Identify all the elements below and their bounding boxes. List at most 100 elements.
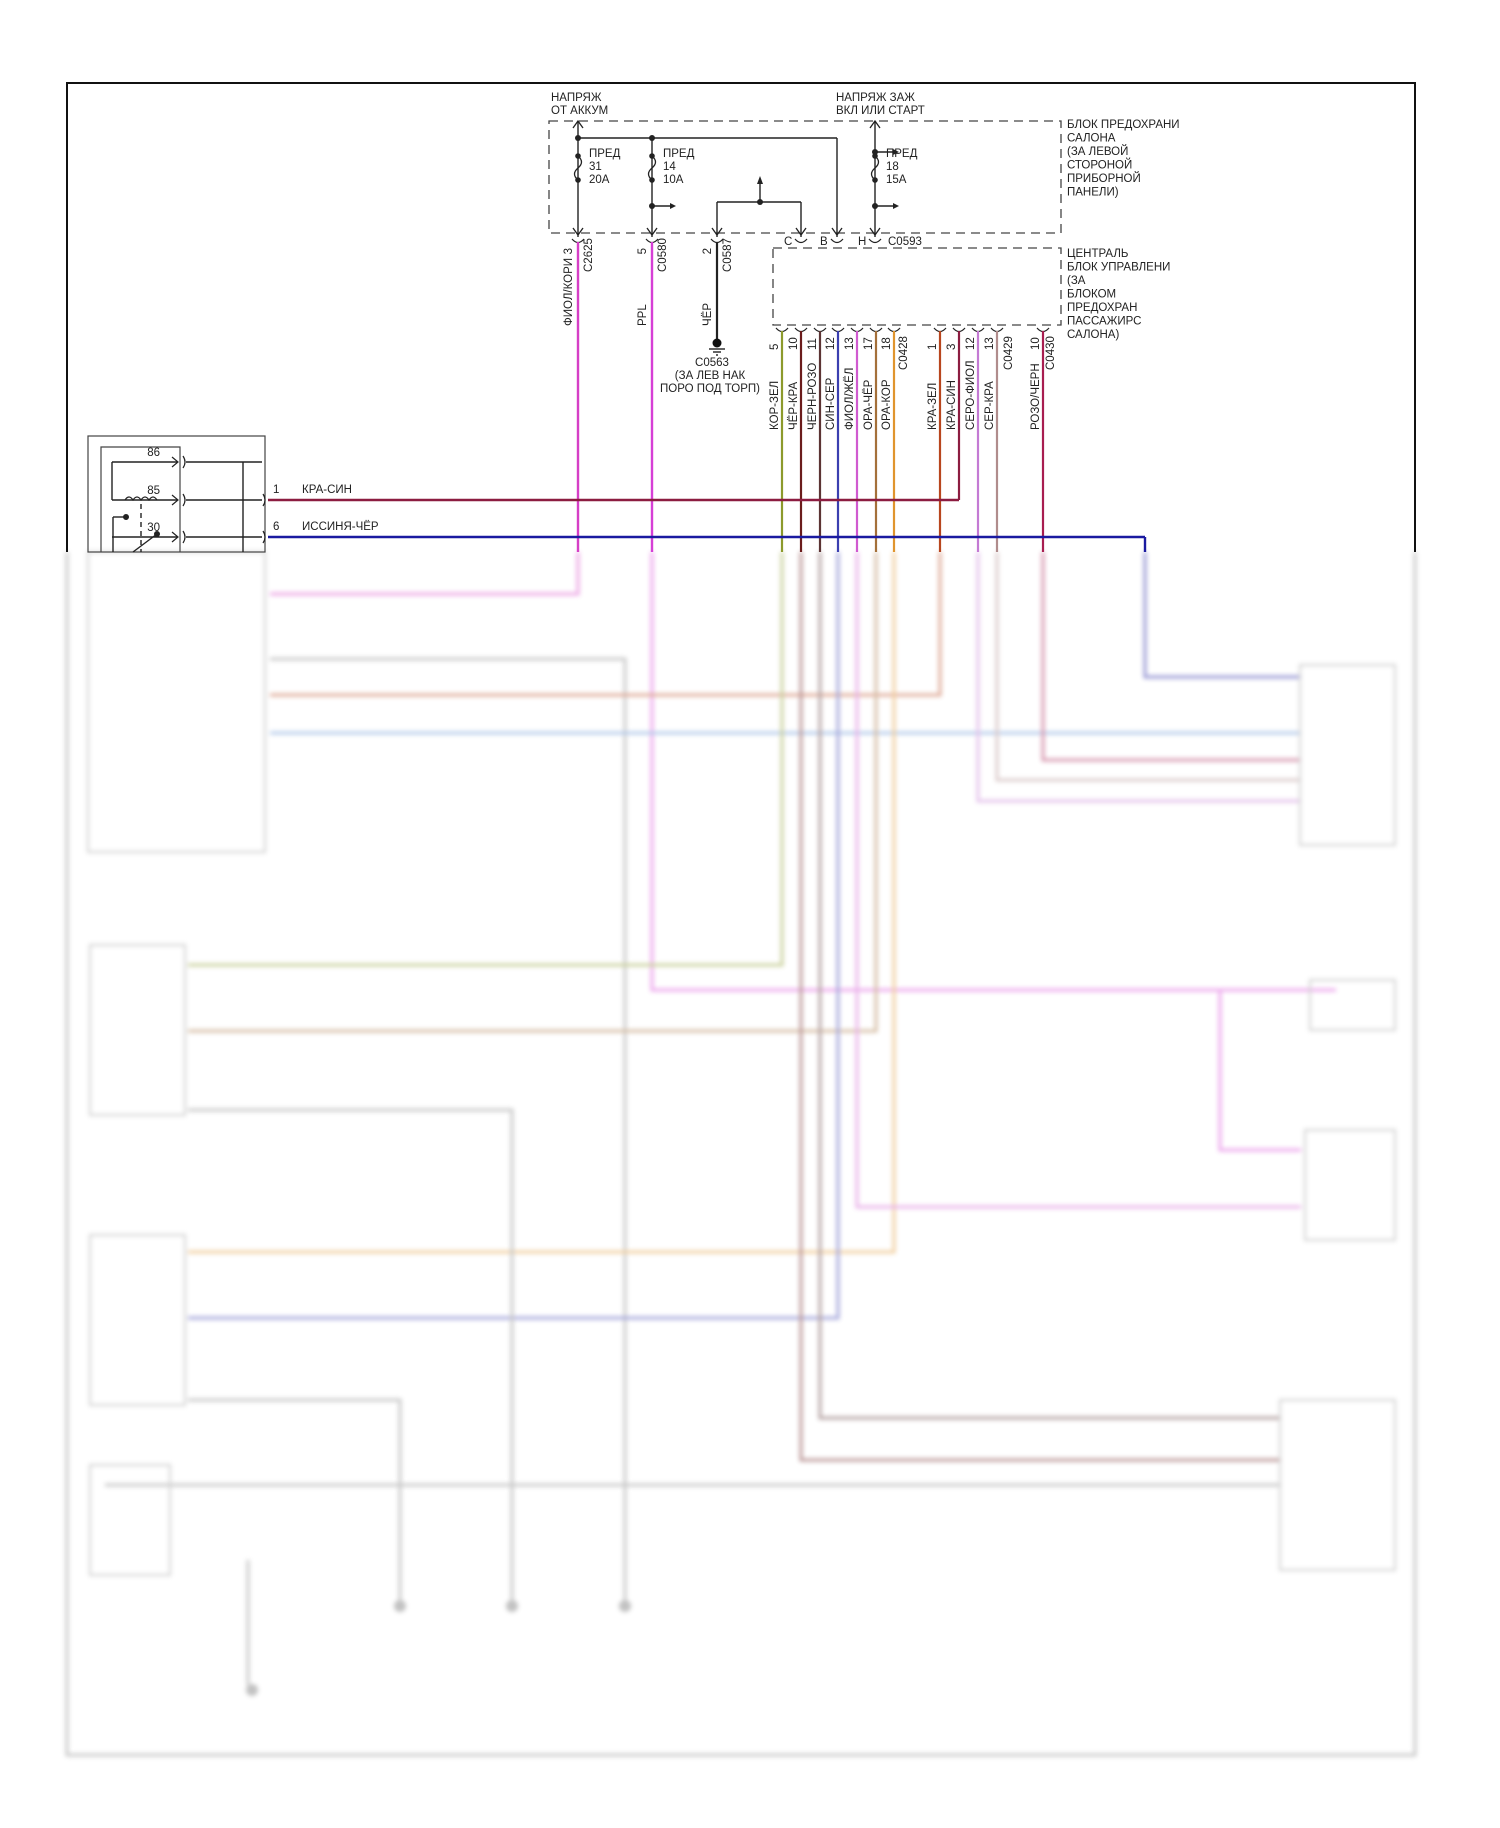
connector-id: C0428 [898, 336, 910, 370]
fuse-icon [647, 155, 657, 181]
fuse-block-label: ПАНЕЛИ) [1067, 187, 1119, 199]
wire-pin-number: 13 [844, 337, 856, 350]
connector-pin-icon [794, 327, 808, 333]
blurred-wire [799, 552, 1280, 1462]
blurred-wire [270, 657, 627, 1606]
arrow-icon [572, 227, 584, 237]
ground-location: ПОРО ПОД ТОРП) [660, 383, 760, 395]
wire-connector-id: C0587 [722, 238, 734, 272]
fuse-rating: 10A [663, 174, 684, 186]
central-module-label: (ЗА [1067, 275, 1086, 287]
fuse-block-pin-label: H [858, 236, 866, 248]
blurred-ground-icon [619, 1600, 631, 1612]
arrow-icon [869, 119, 881, 129]
arrow-icon [171, 494, 179, 506]
blurred-wire [188, 552, 784, 967]
blurred-wire [1218, 990, 1301, 1152]
junction-dot [575, 135, 581, 141]
relay-pin-number: 30 [147, 522, 160, 534]
arrow-icon [572, 119, 584, 129]
fuse-block-label: ПРИБОРНОЙ [1067, 172, 1141, 185]
blurred-component [1279, 1399, 1396, 1571]
blurred-wire [995, 552, 1301, 782]
junction-dot [872, 153, 878, 159]
connector-pin-icon [869, 327, 883, 333]
connector-id: C0429 [1003, 336, 1015, 370]
central-module-outline [772, 247, 1062, 326]
wire-color-label: PPL [637, 304, 649, 326]
blurred-component [89, 944, 186, 1116]
connector-pin-icon [262, 530, 266, 544]
blurred-wire [188, 1398, 402, 1600]
wire-color-label: ЧЁР [702, 303, 714, 326]
connector-pin-icon [850, 327, 864, 333]
connector-id: C0430 [1045, 336, 1057, 370]
blurred-lower-section [65, 551, 1417, 1757]
fuse-block-label: САЛОНА [1067, 133, 1116, 145]
arrow-icon [869, 227, 881, 237]
central-module-label: БЛОКОМ [1067, 289, 1116, 301]
diagram-frame-lower [65, 552, 1417, 1757]
fuse-block-pin-label: C [784, 236, 792, 248]
junction-dot [649, 177, 655, 183]
wire-pin-number: 6 [273, 521, 279, 533]
wire-color-label: СИН-СЕР [825, 377, 837, 430]
fuse-block-outline [548, 120, 1062, 234]
wire-pin-number: 12 [825, 337, 837, 350]
ground-id: C0563 [695, 357, 729, 369]
wire-color-label: КРА-СИН [946, 380, 958, 430]
fuse-number: 18 [886, 161, 899, 173]
connector-pin-icon [868, 238, 882, 244]
blurred-component [89, 1464, 171, 1576]
relay-inner [100, 446, 181, 552]
fuse-icon [870, 155, 880, 181]
arrow-icon [757, 176, 763, 184]
wire-connector-id: C2625 [583, 238, 595, 272]
wire-color-label: ОРА-ЧЁР [863, 379, 875, 430]
wire-pin-number: 1 [927, 344, 939, 350]
connector-pin-icon [794, 238, 808, 244]
wire-color-label: ЧЁР-КРА [788, 382, 800, 430]
arrow-icon [893, 149, 899, 155]
ignition-voltage-label: ВКЛ ИЛИ СТАРТ [836, 105, 925, 117]
relay-switch-icon [132, 533, 158, 553]
wire-pin-number: 5 [769, 344, 781, 350]
blurred-wire [270, 552, 580, 596]
connector-pin-icon [831, 327, 845, 333]
fuse-block-label: (ЗА ЛЕВОЙ [1067, 145, 1128, 158]
blurred-wire [1041, 552, 1301, 762]
wire-color-label: РОЗО/ЧЕРН [1030, 363, 1042, 430]
connector-pin-icon [775, 327, 789, 333]
junction-dot [872, 177, 878, 183]
fuse-block-connector-id: C0593 [888, 236, 922, 248]
fuse-name: ПРЕД [663, 148, 695, 160]
wire-pin-number: 3 [946, 344, 958, 350]
wire-color-label: СЕР-КРА [984, 381, 996, 430]
wire-pin-number: 18 [881, 337, 893, 350]
fuse-number: 14 [663, 161, 676, 173]
connector-pin-icon [971, 327, 985, 333]
wire-color-label: ФИОЛ/КОРИ [563, 258, 575, 326]
blurred-wire [188, 552, 896, 1254]
relay-pin-number: 86 [147, 447, 160, 459]
wire-pin-number: 1 [273, 484, 279, 496]
arrow-icon [711, 227, 723, 237]
wire-color-label: КОР-ЗЕЛ [769, 381, 781, 430]
central-module-label: САЛОНА) [1067, 329, 1119, 341]
blurred-ground-icon [394, 1600, 406, 1612]
arrow-icon [795, 227, 807, 237]
connector-pin-icon [813, 327, 827, 333]
central-module-label: ПАССАЖИРС [1067, 316, 1141, 328]
connector-pin-icon [182, 493, 186, 507]
blurred-ground-icon [506, 1600, 518, 1612]
arrow-icon [646, 227, 658, 237]
blurred-wire [650, 552, 1336, 992]
wire-pin-number: 5 [637, 248, 649, 254]
wire-color-label: ЧЕРН-РОЗО [807, 363, 819, 430]
junction-dot [123, 514, 129, 520]
fuse-number: 31 [589, 161, 602, 173]
fuse-name: ПРЕД [589, 148, 621, 160]
central-module-label: ПРЕДОХРАН [1067, 302, 1137, 314]
wire-pin-number: 12 [965, 337, 977, 350]
